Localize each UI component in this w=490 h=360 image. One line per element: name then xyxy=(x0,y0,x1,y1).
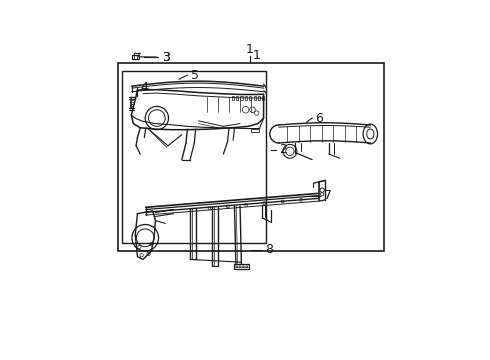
Text: 3: 3 xyxy=(162,50,170,64)
Text: 1: 1 xyxy=(253,49,261,62)
Circle shape xyxy=(145,107,169,130)
Text: 8: 8 xyxy=(266,243,273,256)
Bar xyxy=(235,264,249,269)
Bar xyxy=(132,55,139,59)
Bar xyxy=(245,96,247,100)
Text: 2: 2 xyxy=(279,143,287,157)
Bar xyxy=(236,96,238,100)
Bar xyxy=(118,63,384,251)
Bar xyxy=(122,71,267,243)
Text: 1: 1 xyxy=(246,43,254,56)
Bar xyxy=(262,96,265,100)
Text: 5: 5 xyxy=(191,68,199,82)
Text: 6: 6 xyxy=(316,112,323,125)
Bar xyxy=(251,129,259,132)
Bar xyxy=(241,96,243,100)
Bar xyxy=(258,96,260,100)
Text: 4: 4 xyxy=(140,81,148,94)
Bar xyxy=(249,96,251,100)
Text: 3: 3 xyxy=(162,50,170,64)
Bar xyxy=(253,96,256,100)
Text: 7: 7 xyxy=(324,189,332,202)
Bar xyxy=(232,96,234,100)
